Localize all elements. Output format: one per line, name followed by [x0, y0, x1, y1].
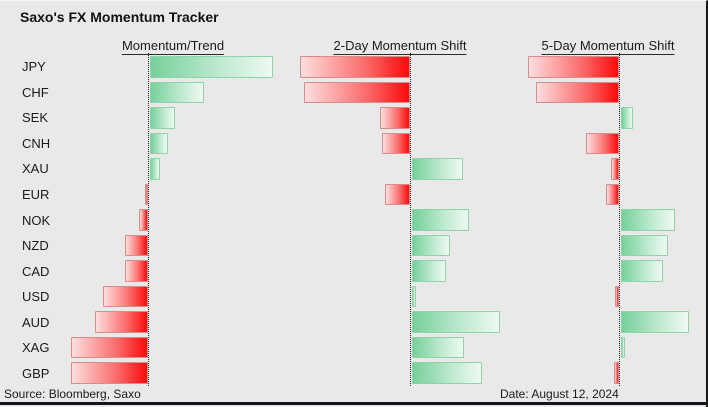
bar-5day-shift-eur — [606, 183, 619, 206]
bar-2day-shift-eur — [385, 183, 410, 206]
row-label-chf: CHF — [22, 84, 49, 100]
zero-line-momentum-trend — [148, 53, 149, 386]
bar-momentum-trend-jpy — [149, 56, 273, 78]
bar-2day-shift-cad — [411, 260, 446, 282]
row-label-cad: CAD — [22, 263, 50, 279]
row-label-eur: EUR — [22, 186, 50, 202]
bar-5day-shift-chf — [536, 81, 619, 104]
bar-5day-shift-sek — [620, 107, 633, 129]
row-label-cnh: CNH — [22, 135, 51, 151]
row-label-usd: USD — [22, 289, 50, 305]
bar-5day-shift-xag — [620, 336, 625, 359]
bar-2day-shift-usd — [411, 285, 416, 308]
bar-5day-shift-usd — [615, 285, 619, 308]
bar-2day-shift-xag — [411, 336, 464, 359]
bar-momentum-trend-aud — [95, 311, 148, 333]
bar-5day-shift-gbp — [614, 362, 619, 384]
chart-title: Saxo's FX Momentum Tracker — [20, 9, 219, 25]
bar-2day-shift-cnh — [382, 132, 410, 155]
bar-2day-shift-nzd — [411, 234, 450, 257]
bar-5day-shift-jpy — [528, 56, 619, 78]
row-label-nzd: NZD — [22, 238, 49, 254]
bar-2day-shift-nok — [411, 209, 469, 231]
row-label-sek: SEK — [22, 110, 49, 126]
panel-header-5day-momentum-shift: 5-Day Momentum Shift — [541, 38, 675, 55]
row-label-gbp: GBP — [22, 365, 50, 381]
row-label-xag: XAG — [22, 340, 50, 356]
row-label-jpy: JPY — [22, 59, 46, 75]
bar-momentum-trend-xag — [71, 336, 148, 359]
panel-header-momentum-trend: Momentum/Trend — [121, 38, 225, 55]
zero-line-2day-shift — [410, 53, 411, 386]
bar-momentum-trend-chf — [149, 81, 204, 104]
bar-5day-shift-nok — [620, 209, 675, 231]
bar-2day-shift-gbp — [411, 362, 482, 384]
bar-momentum-trend-sek — [149, 107, 175, 129]
bar-momentum-trend-nok — [139, 209, 148, 231]
bar-2day-shift-jpy — [300, 56, 410, 78]
bar-2day-shift-chf — [304, 81, 410, 104]
panel-header-2day-momentum-shift: 2-Day Momentum Shift — [333, 38, 467, 55]
bar-5day-shift-nzd — [620, 234, 668, 257]
date-note: Date: August 12, 2024 — [500, 387, 619, 401]
bar-2day-shift-xau — [411, 158, 463, 180]
bar-2day-shift-aud — [411, 311, 500, 333]
bar-momentum-trend-nzd — [125, 234, 148, 257]
bar-2day-shift-sek — [380, 107, 410, 129]
bar-momentum-trend-cad — [125, 260, 148, 282]
bar-momentum-trend-cnh — [149, 132, 168, 155]
bar-momentum-trend-gbp — [71, 362, 148, 384]
row-label-xau: XAU — [22, 161, 49, 177]
bar-momentum-trend-usd — [103, 285, 148, 308]
bar-5day-shift-cad — [620, 260, 663, 282]
bar-5day-shift-aud — [620, 311, 689, 333]
bar-momentum-trend-eur — [145, 183, 148, 206]
bar-momentum-trend-xau — [149, 158, 160, 180]
bar-5day-shift-xau — [611, 158, 619, 180]
zero-line-5day-shift — [619, 53, 620, 386]
bar-5day-shift-cnh — [586, 132, 619, 155]
row-label-nok: NOK — [22, 212, 51, 228]
row-label-aud: AUD — [22, 314, 50, 330]
bottom-border-rule — [0, 402, 706, 405]
source-note: Source: Bloomberg, Saxo — [4, 387, 141, 401]
